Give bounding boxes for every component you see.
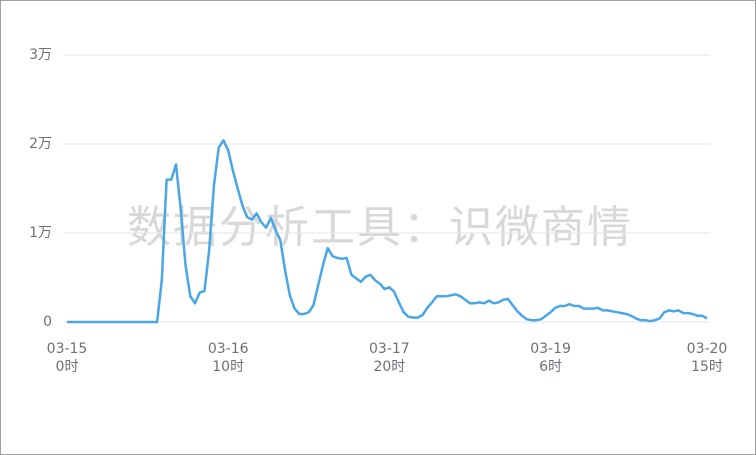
y-tick-label: 2万 (29, 136, 52, 152)
y-tick-label: 3万 (29, 47, 52, 63)
x-tick-label: 03-15 0时 (46, 341, 88, 375)
x-tick-label: 03-16 10时 (207, 341, 249, 375)
y-tick-label: 0 (43, 314, 52, 330)
line-series (67, 139, 708, 324)
y-tick-label: 1万 (29, 225, 52, 241)
x-tick-label: 03-17 20时 (369, 341, 410, 375)
x-tick-label: 03-20 15时 (686, 341, 728, 375)
watermark: 数据分析工具：识微商情 (127, 202, 633, 253)
x-tick-label: 03-19 6时 (530, 341, 571, 375)
